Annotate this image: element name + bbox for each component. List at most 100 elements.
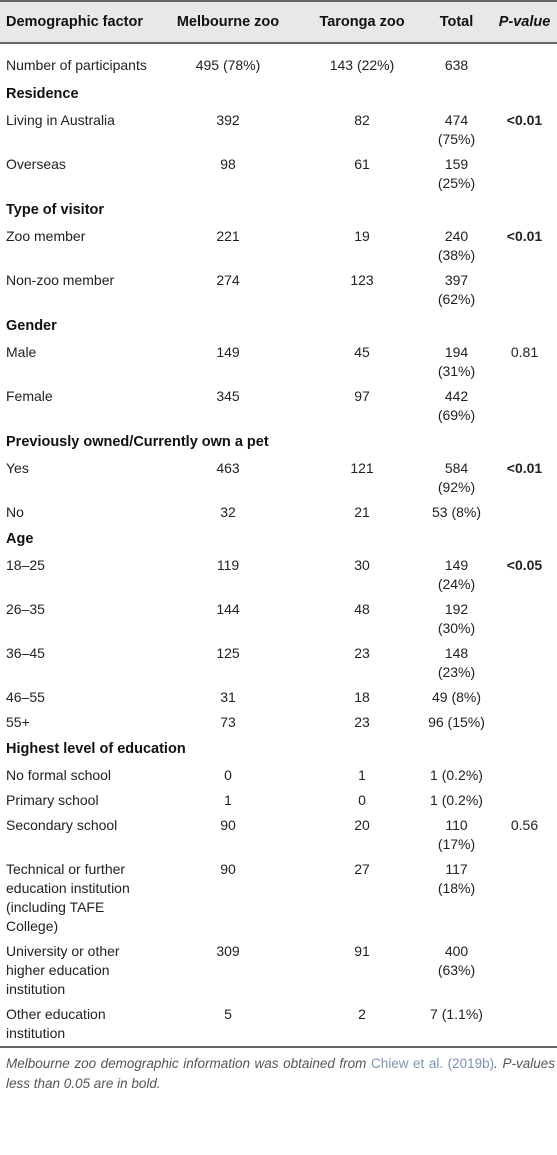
cell-taronga: 143 (22%) [329,57,395,73]
cell-total: 240 (38%) [437,228,476,263]
cell-total: 194 (31%) [437,344,476,379]
section-header-row: Type of visitor [0,196,557,224]
cell-p-value [492,1002,557,1047]
table-row: 18–25 119 30 149 (24%) <0.05 [0,553,557,597]
cell-p-value [492,939,557,1002]
cell-taronga: 123 [350,272,374,288]
section-title: Previously owned/Currently own a pet [6,434,269,450]
cell-p-value [492,384,557,428]
cell-total: 192 (30%) [437,601,476,636]
row-label: Other education institution [6,1006,106,1041]
cell-p-value [492,268,557,312]
cell-p-value [492,763,557,788]
table-row: 55+ 73 23 96 (15%) [0,710,557,735]
table-row: 36–45 125 23 148 (23%) [0,641,557,685]
row-label: 55+ [6,714,30,730]
cell-taronga: 30 [354,557,370,573]
cell-melbourne: 31 [220,689,236,705]
header-p-value-label: P-value [498,13,551,30]
table-row-participants: Number of participants 495 (78%) 143 (22… [0,43,557,80]
section-title: Residence [6,86,79,102]
cell-taronga: 82 [354,112,370,128]
table-body: Number of participants 495 (78%) 143 (22… [0,43,557,1047]
cell-p-value [492,43,557,80]
cell-taronga: 121 [350,460,374,476]
row-label: Female [6,388,53,404]
row-label: 18–25 [6,557,45,573]
cell-total: 400 (63%) [437,943,476,978]
section-header-row: Residence [0,80,557,108]
row-label: Secondary school [6,817,118,833]
cell-taronga: 21 [354,504,370,520]
cell-melbourne: 98 [220,156,236,172]
cell-total: 638 [444,57,469,73]
cell-taronga: 20 [354,817,370,833]
cell-taronga: 1 [358,767,366,783]
table-row: University or other higher education ins… [0,939,557,1002]
footnote-text-start: Melbourne zoo demographic information wa… [6,1056,371,1071]
cell-p-value: <0.05 [506,557,543,573]
table-row: Yes 463 121 584 (92%) <0.01 [0,456,557,500]
table-row: Non-zoo member 274 123 397 (62%) [0,268,557,312]
cell-taronga: 48 [354,601,370,617]
cell-melbourne: 274 [216,272,240,288]
cell-taronga: 19 [354,228,370,244]
cell-melbourne: 463 [216,460,240,476]
cell-p-value: 0.81 [510,344,539,360]
cell-taronga: 27 [354,861,370,877]
cell-p-value: 0.56 [510,817,539,833]
cell-melbourne: 144 [216,601,240,617]
cell-melbourne: 221 [216,228,240,244]
section-title: Gender [6,318,57,334]
cell-taronga: 45 [354,344,370,360]
section-title: Age [6,531,34,547]
row-label: 46–55 [6,689,45,705]
cell-melbourne: 90 [220,861,236,877]
cell-total: 442 (69%) [437,388,476,423]
cell-melbourne: 0 [224,767,232,783]
cell-melbourne: 345 [216,388,240,404]
cell-taronga: 61 [354,156,370,172]
row-label: Living in Australia [6,112,115,128]
cell-total: 117 (18%) [437,861,476,896]
row-label: No formal school [6,767,112,783]
cell-taronga: 0 [358,792,366,808]
cell-melbourne: 309 [216,943,240,959]
cell-melbourne: 1 [224,792,232,808]
demographics-table: Demographic factor Melbourne zoo Taronga… [0,1,557,1047]
table-row: Zoo member 221 19 240 (38%) <0.01 [0,224,557,268]
table-footnote: Melbourne zoo demographic information wa… [0,1048,557,1094]
cell-taronga: 97 [354,388,370,404]
section-header-row: Previously owned/Currently own a pet [0,428,557,456]
header-demographic-factor: Demographic factor [6,13,143,30]
cell-p-value [492,710,557,735]
footnote-reference-link[interactable]: Chiew et al. (2019b) [370,1056,495,1071]
cell-melbourne: 125 [216,645,240,661]
cell-melbourne: 119 [216,557,240,573]
table-row: Female 345 97 442 (69%) [0,384,557,428]
header-taronga-zoo: Taronga zoo [319,13,405,30]
cell-melbourne: 495 (78%) [195,57,261,73]
cell-taronga: 91 [354,943,370,959]
section-title: Type of visitor [6,202,105,218]
cell-total: 584 (92%) [437,460,476,495]
section-header-row: Age [0,525,557,553]
header-melbourne-zoo: Melbourne zoo [176,13,280,30]
cell-p-value [492,857,557,939]
cell-total: 149 (24%) [437,557,476,592]
row-label: Male [6,344,37,360]
cell-taronga: 23 [354,645,370,661]
cell-p-value [492,788,557,813]
table-row: 46–55 31 18 49 (8%) [0,685,557,710]
cell-p-value [492,641,557,685]
cell-melbourne: 32 [220,504,236,520]
cell-total: 159 (25%) [437,156,476,191]
row-label: 26–35 [6,601,45,617]
table-row: Primary school 1 0 1 (0.2%) [0,788,557,813]
cell-total: 397 (62%) [437,272,476,307]
section-header-row: Gender [0,312,557,340]
cell-melbourne: 90 [220,817,236,833]
table-row: Secondary school 90 20 110 (17%) 0.56 [0,813,557,857]
table-row: 26–35 144 48 192 (30%) [0,597,557,641]
